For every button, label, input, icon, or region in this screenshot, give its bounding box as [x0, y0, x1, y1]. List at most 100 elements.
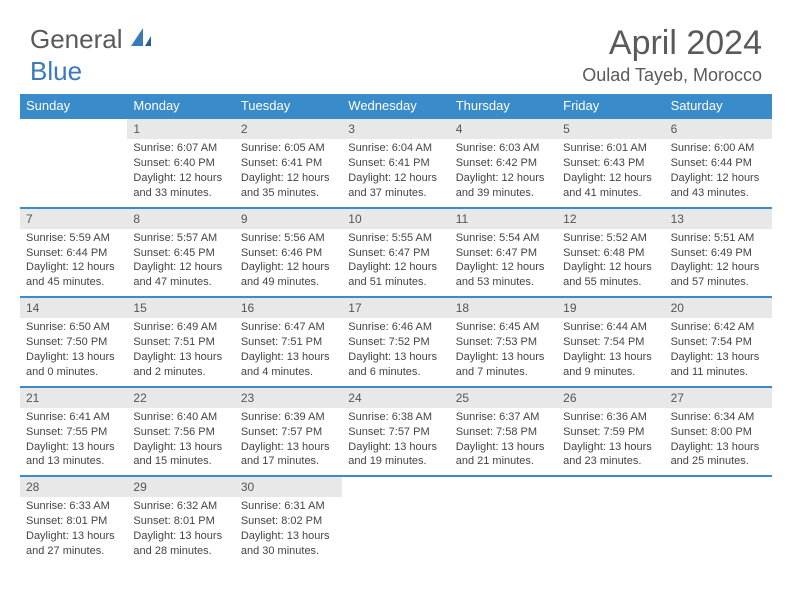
- daylight2-text: and 4 minutes.: [241, 365, 336, 380]
- daylight1-text: Daylight: 12 hours: [456, 171, 551, 186]
- calendar-cell: [665, 477, 772, 565]
- sunset-text: Sunset: 6:45 PM: [133, 246, 228, 261]
- calendar-cell: [20, 119, 127, 207]
- daylight1-text: Daylight: 12 hours: [26, 260, 121, 275]
- daylight1-text: Daylight: 12 hours: [563, 171, 658, 186]
- sunrise-text: Sunrise: 5:54 AM: [456, 231, 551, 246]
- week-row: 1Sunrise: 6:07 AMSunset: 6:40 PMDaylight…: [20, 117, 772, 207]
- sunrise-text: Sunrise: 6:49 AM: [133, 320, 228, 335]
- week-row: 7Sunrise: 5:59 AMSunset: 6:44 PMDaylight…: [20, 207, 772, 297]
- daylight1-text: Daylight: 12 hours: [133, 260, 228, 275]
- calendar-cell: 9Sunrise: 5:56 AMSunset: 6:46 PMDaylight…: [235, 209, 342, 297]
- daylight2-text: and 6 minutes.: [348, 365, 443, 380]
- sunrise-text: Sunrise: 6:04 AM: [348, 141, 443, 156]
- week-row: 14Sunrise: 6:50 AMSunset: 7:50 PMDayligh…: [20, 296, 772, 386]
- sunset-text: Sunset: 6:40 PM: [133, 156, 228, 171]
- daylight1-text: Daylight: 13 hours: [671, 350, 766, 365]
- day-number: 6: [665, 119, 772, 139]
- calendar-cell: 20Sunrise: 6:42 AMSunset: 7:54 PMDayligh…: [665, 298, 772, 386]
- calendar-cell: 13Sunrise: 5:51 AMSunset: 6:49 PMDayligh…: [665, 209, 772, 297]
- day-number: 7: [20, 209, 127, 229]
- sunset-text: Sunset: 7:59 PM: [563, 425, 658, 440]
- sunrise-text: Sunrise: 6:40 AM: [133, 410, 228, 425]
- calendar-cell: 15Sunrise: 6:49 AMSunset: 7:51 PMDayligh…: [127, 298, 234, 386]
- day-header: Sunday: [20, 94, 127, 117]
- sunrise-text: Sunrise: 6:32 AM: [133, 499, 228, 514]
- sunrise-text: Sunrise: 6:50 AM: [26, 320, 121, 335]
- calendar-cell: [557, 477, 664, 565]
- calendar-cell: 18Sunrise: 6:45 AMSunset: 7:53 PMDayligh…: [450, 298, 557, 386]
- day-headers-row: SundayMondayTuesdayWednesdayThursdayFrid…: [20, 94, 772, 117]
- sunset-text: Sunset: 6:44 PM: [671, 156, 766, 171]
- calendar-cell: 28Sunrise: 6:33 AMSunset: 8:01 PMDayligh…: [20, 477, 127, 565]
- daylight1-text: Daylight: 12 hours: [671, 260, 766, 275]
- day-header: Friday: [557, 94, 664, 117]
- daylight1-text: Daylight: 12 hours: [456, 260, 551, 275]
- daylight1-text: Daylight: 13 hours: [26, 440, 121, 455]
- sunset-text: Sunset: 6:41 PM: [241, 156, 336, 171]
- daylight2-text: and 43 minutes.: [671, 186, 766, 201]
- daylight2-text: and 37 minutes.: [348, 186, 443, 201]
- calendar-cell: 26Sunrise: 6:36 AMSunset: 7:59 PMDayligh…: [557, 388, 664, 476]
- sunrise-text: Sunrise: 5:59 AM: [26, 231, 121, 246]
- sunset-text: Sunset: 7:54 PM: [563, 335, 658, 350]
- sunrise-text: Sunrise: 6:33 AM: [26, 499, 121, 514]
- daylight1-text: Daylight: 13 hours: [348, 440, 443, 455]
- daylight1-text: Daylight: 12 hours: [348, 260, 443, 275]
- sunrise-text: Sunrise: 6:00 AM: [671, 141, 766, 156]
- day-number: 13: [665, 209, 772, 229]
- day-header: Saturday: [665, 94, 772, 117]
- sunrise-text: Sunrise: 6:47 AM: [241, 320, 336, 335]
- daylight1-text: Daylight: 13 hours: [563, 440, 658, 455]
- sunset-text: Sunset: 6:42 PM: [456, 156, 551, 171]
- sunset-text: Sunset: 7:54 PM: [671, 335, 766, 350]
- sunrise-text: Sunrise: 5:57 AM: [133, 231, 228, 246]
- daylight2-text: and 21 minutes.: [456, 454, 551, 469]
- day-number: 22: [127, 388, 234, 408]
- day-number: 5: [557, 119, 664, 139]
- daylight2-text: and 2 minutes.: [133, 365, 228, 380]
- day-header: Thursday: [450, 94, 557, 117]
- daylight1-text: Daylight: 13 hours: [241, 350, 336, 365]
- daylight1-text: Daylight: 12 hours: [241, 171, 336, 186]
- daylight2-text: and 41 minutes.: [563, 186, 658, 201]
- week-row: 21Sunrise: 6:41 AMSunset: 7:55 PMDayligh…: [20, 386, 772, 476]
- title-block: April 2024 Oulad Tayeb, Morocco: [582, 24, 762, 86]
- calendar-cell: 6Sunrise: 6:00 AMSunset: 6:44 PMDaylight…: [665, 119, 772, 207]
- calendar-cell: 10Sunrise: 5:55 AMSunset: 6:47 PMDayligh…: [342, 209, 449, 297]
- day-number: 17: [342, 298, 449, 318]
- sail-icon: [129, 26, 153, 53]
- daylight1-text: Daylight: 13 hours: [133, 350, 228, 365]
- sunset-text: Sunset: 7:53 PM: [456, 335, 551, 350]
- sunset-text: Sunset: 8:01 PM: [26, 514, 121, 529]
- day-number: 27: [665, 388, 772, 408]
- calendar-cell: 27Sunrise: 6:34 AMSunset: 8:00 PMDayligh…: [665, 388, 772, 476]
- day-number: 14: [20, 298, 127, 318]
- sunrise-text: Sunrise: 6:46 AM: [348, 320, 443, 335]
- calendar-cell: 11Sunrise: 5:54 AMSunset: 6:47 PMDayligh…: [450, 209, 557, 297]
- daylight1-text: Daylight: 12 hours: [241, 260, 336, 275]
- sunrise-text: Sunrise: 6:44 AM: [563, 320, 658, 335]
- calendar-cell: 14Sunrise: 6:50 AMSunset: 7:50 PMDayligh…: [20, 298, 127, 386]
- daylight1-text: Daylight: 13 hours: [563, 350, 658, 365]
- sunset-text: Sunset: 6:48 PM: [563, 246, 658, 261]
- calendar-cell: 22Sunrise: 6:40 AMSunset: 7:56 PMDayligh…: [127, 388, 234, 476]
- daylight1-text: Daylight: 13 hours: [456, 440, 551, 455]
- daylight2-text: and 45 minutes.: [26, 275, 121, 290]
- sunrise-text: Sunrise: 6:05 AM: [241, 141, 336, 156]
- calendar-cell: 17Sunrise: 6:46 AMSunset: 7:52 PMDayligh…: [342, 298, 449, 386]
- day-number: 24: [342, 388, 449, 408]
- header: General April 2024 Oulad Tayeb, Morocco: [0, 0, 792, 94]
- sunrise-text: Sunrise: 6:31 AM: [241, 499, 336, 514]
- logo-text-general: General: [30, 24, 123, 55]
- sunset-text: Sunset: 6:47 PM: [456, 246, 551, 261]
- calendar-cell: 2Sunrise: 6:05 AMSunset: 6:41 PMDaylight…: [235, 119, 342, 207]
- daylight1-text: Daylight: 13 hours: [456, 350, 551, 365]
- day-number: 30: [235, 477, 342, 497]
- sunset-text: Sunset: 8:01 PM: [133, 514, 228, 529]
- sunrise-text: Sunrise: 5:56 AM: [241, 231, 336, 246]
- daylight2-text: and 57 minutes.: [671, 275, 766, 290]
- sunrise-text: Sunrise: 6:39 AM: [241, 410, 336, 425]
- daylight2-text: and 33 minutes.: [133, 186, 228, 201]
- calendar-cell: [450, 477, 557, 565]
